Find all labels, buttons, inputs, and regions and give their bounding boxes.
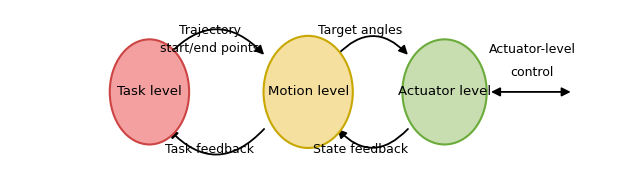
Text: Motion level: Motion level <box>268 85 349 98</box>
Text: Trajectory: Trajectory <box>179 24 241 37</box>
Text: Actuator-level: Actuator-level <box>489 43 576 56</box>
Text: Task feedback: Task feedback <box>166 143 255 156</box>
FancyArrowPatch shape <box>170 129 264 155</box>
FancyArrowPatch shape <box>339 129 408 148</box>
Ellipse shape <box>403 39 487 145</box>
Text: State feedback: State feedback <box>313 143 408 156</box>
FancyArrowPatch shape <box>337 36 406 55</box>
Ellipse shape <box>264 36 353 148</box>
Text: start/end points: start/end points <box>161 42 260 55</box>
Text: Task level: Task level <box>117 85 182 98</box>
Text: Actuator level: Actuator level <box>398 85 491 98</box>
Ellipse shape <box>110 39 189 145</box>
Text: control: control <box>511 66 554 79</box>
FancyArrowPatch shape <box>169 29 263 55</box>
Text: Target angles: Target angles <box>318 24 403 37</box>
